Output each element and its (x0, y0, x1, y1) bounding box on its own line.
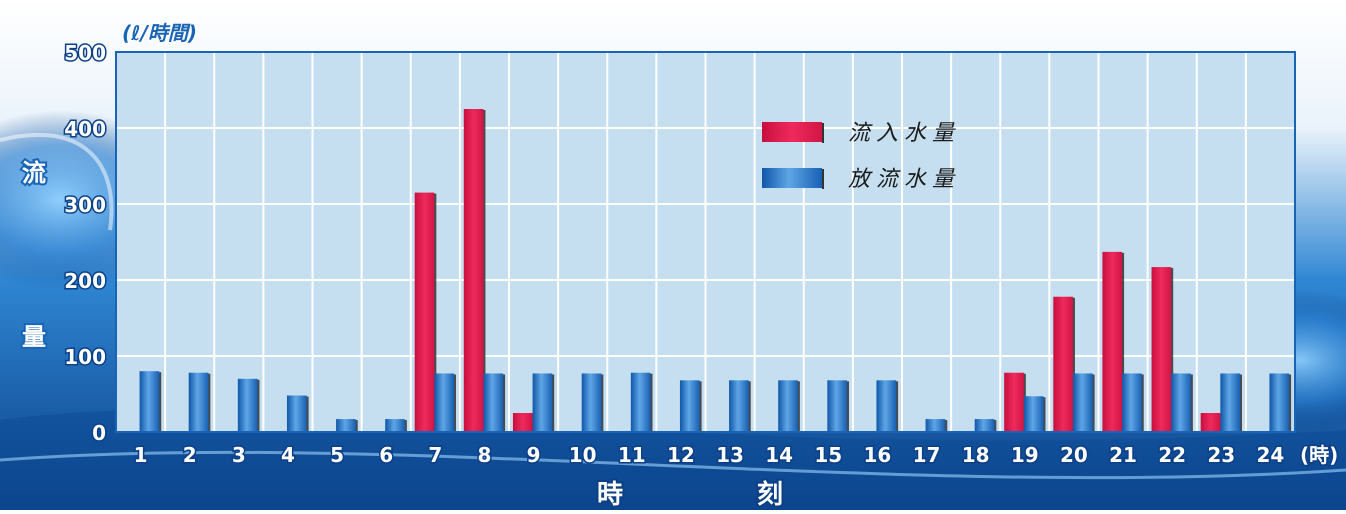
y-tick-label: 200 (64, 269, 106, 293)
plot-frame (115, 51, 1296, 433)
bar-outflow (188, 372, 209, 432)
bar-inflow (1053, 296, 1073, 432)
x-tick-label: 23 (1207, 443, 1235, 467)
bar-outflow (139, 371, 160, 432)
x-tick-label: 17 (913, 443, 941, 467)
bar-outflow (385, 419, 405, 432)
bar-outflow (925, 419, 946, 432)
y-axis-label-char-2: 量 (22, 323, 46, 351)
x-tick-label: 10 (569, 443, 597, 467)
x-tick-label: 3 (232, 443, 246, 467)
x-tick-label: 18 (962, 443, 990, 467)
bar-inflow (1151, 267, 1172, 432)
x-tick-label: 15 (814, 443, 842, 467)
bar-inflow (1004, 372, 1024, 432)
y-tick-label: 300 (64, 193, 106, 217)
x-tick-label: 4 (281, 443, 295, 467)
bar-inflow (1102, 251, 1123, 432)
x-tick-label: 13 (716, 443, 744, 467)
bar-outflow (336, 419, 356, 432)
x-tick-label: 2 (183, 443, 197, 467)
y-unit-label: (ℓ/時間) (122, 21, 197, 45)
bar-inflow (1200, 413, 1221, 432)
legend-swatch-inflow (762, 122, 822, 142)
y-tick-label: 400 (64, 117, 106, 141)
legend-label-inflow: 流入水量 (848, 121, 960, 146)
bar-outflow (679, 380, 700, 432)
x-tick-label: 9 (527, 443, 541, 467)
bar-outflow (876, 380, 897, 432)
bar-inflow (414, 192, 435, 432)
bar-outflow (827, 380, 847, 432)
bars (139, 109, 1292, 433)
x-tick-label: 7 (428, 443, 442, 467)
x-tick-label: 12 (667, 443, 695, 467)
bar-outflow (1269, 373, 1290, 432)
bar-outflow (1122, 373, 1142, 432)
x-tick-label: 8 (477, 443, 491, 467)
x-axis-label-char-2: 刻 (757, 479, 783, 510)
bar-outflow (434, 373, 454, 432)
bar-outflow (974, 419, 995, 432)
bar-outflow (483, 373, 504, 432)
x-tick-label: 6 (379, 443, 393, 467)
bar-outflow (532, 373, 553, 432)
bar-outflow (1023, 396, 1044, 432)
y-axis-label-char-1: 流 (22, 159, 46, 187)
x-tick-label: 1 (134, 443, 148, 467)
y-tick-labels: 0 100 200 300 400 500 (63, 40, 108, 447)
y-tick-label: 500 (64, 41, 106, 65)
x-axis-label-char-1: 時 (597, 480, 623, 510)
legend: 流入水量 放流水量 (762, 121, 960, 192)
bar-inflow (512, 413, 533, 432)
x-tick-label: 22 (1158, 443, 1186, 467)
x-tick-label: 16 (864, 443, 892, 467)
bar-outflow (729, 380, 749, 432)
bar-outflow (1220, 373, 1240, 432)
x-tick-label: 20 (1060, 443, 1088, 467)
bar-inflow (463, 109, 484, 432)
x-tick-label: 21 (1109, 443, 1137, 467)
x-tick-label: 14 (765, 443, 793, 467)
y-tick-label: 100 (64, 345, 106, 369)
legend-label-outflow: 放流水量 (848, 167, 960, 192)
bar-outflow (778, 380, 798, 432)
bar-outflow (581, 373, 602, 432)
x-tick-label: 19 (1011, 443, 1039, 467)
legend-swatch-outflow (762, 168, 822, 188)
y-tick-label: 0 (92, 421, 106, 445)
bar-outflow (630, 372, 651, 432)
x-tick-label: 24 (1257, 443, 1285, 467)
bar-outflow (286, 395, 307, 432)
x-tick-label: 5 (330, 443, 344, 467)
bar-outflow (237, 378, 258, 432)
bar-outflow (1171, 373, 1191, 432)
x-tick-labels: 1 2 3 4 5 6 7 8 9 10 11 12 13 14 15 16 17 18 19 20 21 22 23 24 (132, 442, 1286, 469)
x-tick-label: 11 (618, 443, 646, 467)
bar-outflow (1072, 373, 1093, 432)
x-unit-label: (時) (1300, 443, 1338, 467)
